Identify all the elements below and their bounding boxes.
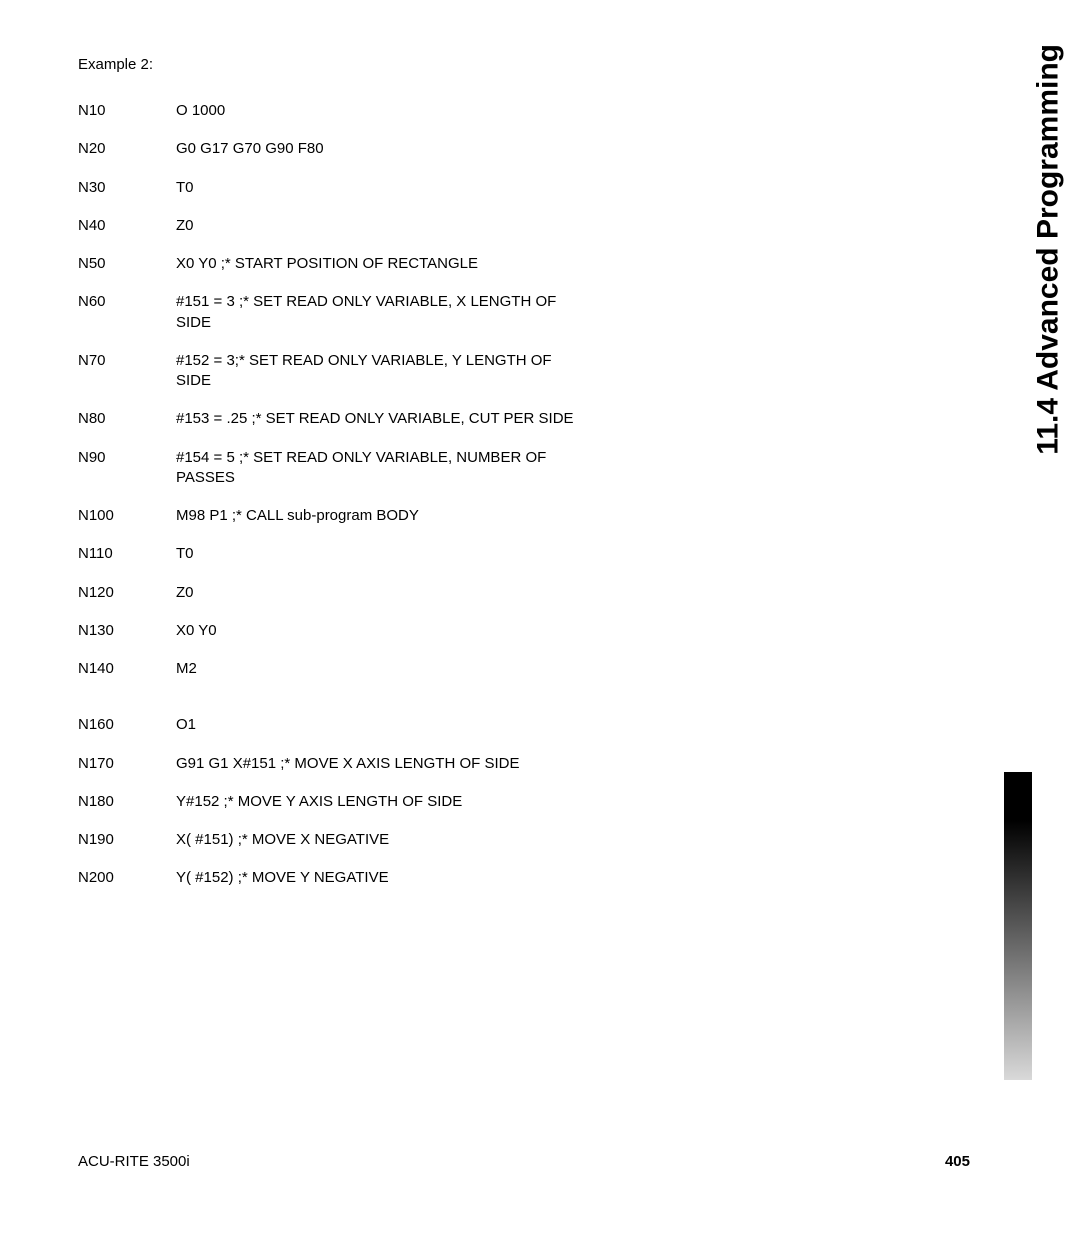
code-text: X0 Y0	[176, 621, 586, 641]
line-number: N40	[78, 216, 176, 236]
line-number: N10	[78, 101, 176, 121]
code-text: T0	[176, 544, 586, 564]
code-text: #153 = .25 ;* SET READ ONLY VARIABLE, CU…	[176, 409, 586, 429]
line-number: N20	[78, 139, 176, 159]
code-text: Y( #152) ;* MOVE Y NEGATIVE	[176, 868, 586, 888]
thumb-tab-gradient	[1004, 820, 1032, 1080]
line-number: N180	[78, 792, 176, 812]
code-row: N100M98 P1 ;* CALL sub-program BODY	[78, 506, 638, 526]
code-row: N130X0 Y0	[78, 621, 638, 641]
footer-left: ACU-RITE 3500i	[78, 1153, 190, 1170]
code-row: N50X0 Y0 ;* START POSITION OF RECTANGLE	[78, 254, 638, 274]
code-text: O1	[176, 715, 586, 735]
code-text: #154 = 5 ;* SET READ ONLY VARIABLE, NUMB…	[176, 448, 586, 489]
code-row: N80#153 = .25 ;* SET READ ONLY VARIABLE,…	[78, 409, 638, 429]
code-text: T0	[176, 178, 586, 198]
line-number: N70	[78, 351, 176, 392]
code-row: N110T0	[78, 544, 638, 564]
line-number: N90	[78, 448, 176, 489]
line-number: N30	[78, 178, 176, 198]
code-row: N120Z0	[78, 583, 638, 603]
code-text: Z0	[176, 583, 586, 603]
line-number: N60	[78, 292, 176, 333]
line-number: N120	[78, 583, 176, 603]
code-text: #151 = 3 ;* SET READ ONLY VARIABLE, X LE…	[176, 292, 586, 333]
line-number: N50	[78, 254, 176, 274]
thumb-tab-solid	[1004, 772, 1032, 820]
line-number: N80	[78, 409, 176, 429]
code-row: N200Y( #152) ;* MOVE Y NEGATIVE	[78, 868, 638, 888]
code-row: N190X( #151) ;* MOVE X NEGATIVE	[78, 830, 638, 850]
code-row: N40Z0	[78, 216, 638, 236]
code-row: N60#151 = 3 ;* SET READ ONLY VARIABLE, X…	[78, 292, 638, 333]
code-row: N160O1	[78, 715, 638, 735]
content-area: Example 2: N10O 1000N20G0 G17 G70 G90 F8…	[78, 56, 638, 925]
code-text: O 1000	[176, 101, 586, 121]
code-row: N90#154 = 5 ;* SET READ ONLY VARIABLE, N…	[78, 448, 638, 489]
code-row: N30T0	[78, 178, 638, 198]
code-block-2: N160O1N170G91 G1 X#151 ;* MOVE X AXIS LE…	[78, 715, 638, 888]
code-text: X0 Y0 ;* START POSITION OF RECTANGLE	[176, 254, 586, 274]
line-number: N100	[78, 506, 176, 526]
line-number: N170	[78, 754, 176, 774]
code-row: N70#152 = 3;* SET READ ONLY VARIABLE, Y …	[78, 351, 638, 392]
code-row: N20G0 G17 G70 G90 F80	[78, 139, 638, 159]
line-number: N190	[78, 830, 176, 850]
example-title: Example 2:	[78, 56, 638, 73]
code-row: N10O 1000	[78, 101, 638, 121]
code-text: G91 G1 X#151 ;* MOVE X AXIS LENGTH OF SI…	[176, 754, 586, 774]
section-label: 11.4 Advanced Programming	[1032, 44, 1066, 455]
code-text: X( #151) ;* MOVE X NEGATIVE	[176, 830, 586, 850]
code-row: N140M2	[78, 659, 638, 679]
code-text: Z0	[176, 216, 586, 236]
line-number: N130	[78, 621, 176, 641]
code-text: #152 = 3;* SET READ ONLY VARIABLE, Y LEN…	[176, 351, 586, 392]
line-number: N160	[78, 715, 176, 735]
code-text: G0 G17 G70 G90 F80	[176, 139, 586, 159]
code-block-1: N10O 1000N20G0 G17 G70 G90 F80N30T0N40Z0…	[78, 101, 638, 679]
code-text: M98 P1 ;* CALL sub-program BODY	[176, 506, 586, 526]
line-number: N110	[78, 544, 176, 564]
code-row: N170G91 G1 X#151 ;* MOVE X AXIS LENGTH O…	[78, 754, 638, 774]
code-row: N180Y#152 ;* MOVE Y AXIS LENGTH OF SIDE	[78, 792, 638, 812]
footer-page-number: 405	[945, 1153, 970, 1170]
page: Example 2: N10O 1000N20G0 G17 G70 G90 F8…	[0, 0, 1080, 1234]
code-text: M2	[176, 659, 586, 679]
code-text: Y#152 ;* MOVE Y AXIS LENGTH OF SIDE	[176, 792, 586, 812]
line-number: N200	[78, 868, 176, 888]
line-number: N140	[78, 659, 176, 679]
